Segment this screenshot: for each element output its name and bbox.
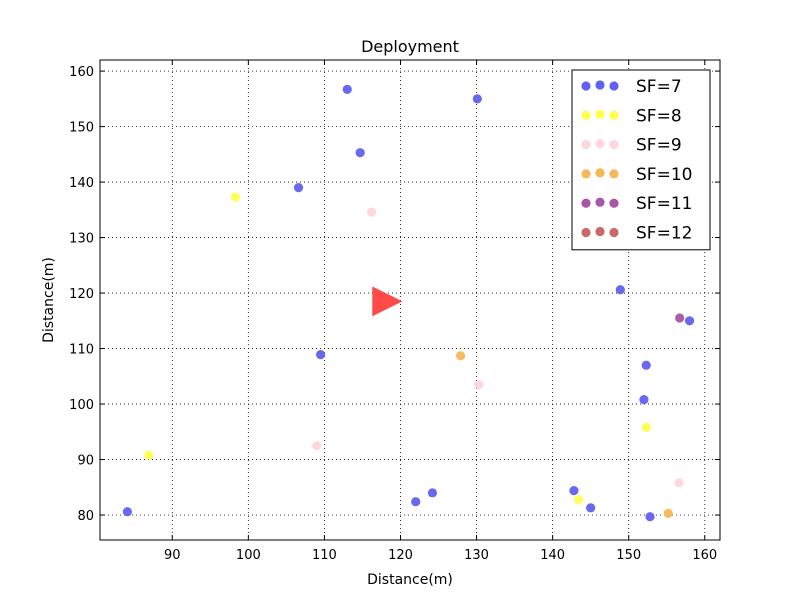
- data-point-sf7: [355, 148, 365, 158]
- data-point-sf7: [342, 84, 352, 95]
- y-axis-label: Distance(m): [41, 257, 57, 343]
- legend-label: SF=10: [636, 165, 692, 185]
- y-tick-label: 110: [69, 343, 94, 358]
- legend-label: SF=7: [636, 77, 682, 97]
- data-point-sf8: [144, 450, 154, 460]
- data-point-sf7: [411, 497, 421, 507]
- data-point-sf10: [455, 351, 466, 361]
- y-tick-label: 80: [77, 509, 94, 524]
- x-tick-label: 120: [388, 548, 413, 563]
- data-point-sf7: [586, 503, 596, 513]
- gateway-triangle-marker: [372, 286, 403, 317]
- legend-marker: [581, 198, 591, 208]
- legend-label: SF=12: [636, 224, 692, 244]
- y-tick-label: 160: [69, 65, 94, 80]
- legend-marker: [609, 227, 619, 238]
- legend-box: [571, 69, 711, 251]
- legend-marker: [581, 140, 591, 150]
- legend-marker: [595, 197, 605, 207]
- data-point-sf7: [639, 395, 649, 405]
- legend-marker: [581, 227, 591, 238]
- data-point-sf7: [569, 486, 579, 496]
- x-tick-label: 140: [540, 548, 565, 563]
- legend-marker: [609, 110, 619, 120]
- data-point-sf7: [684, 316, 695, 326]
- y-tick-label: 140: [69, 176, 94, 191]
- data-point-sf7: [615, 285, 625, 295]
- data-point-sf7: [645, 512, 655, 522]
- x-tick-label: 130: [464, 548, 489, 563]
- gateway-layer: [372, 286, 403, 317]
- x-tick-label: 90: [164, 548, 181, 563]
- legend-marker: [595, 109, 605, 119]
- legend-label: SF=11: [636, 194, 692, 214]
- legend-marker: [595, 168, 605, 178]
- x-tick-label: 110: [312, 548, 337, 563]
- legend-marker: [609, 140, 619, 150]
- legend-label: SF=9: [636, 136, 682, 156]
- legend-marker: [581, 169, 591, 179]
- x-axis-label: Distance(m): [367, 572, 453, 588]
- y-tick-label: 130: [69, 232, 94, 247]
- data-point-sf8: [230, 192, 241, 202]
- data-point-sf11: [675, 313, 685, 323]
- legend-marker: [595, 80, 605, 90]
- legend-marker: [581, 110, 591, 120]
- data-point-sf7: [122, 507, 132, 517]
- x-tick-label: 150: [616, 548, 641, 563]
- axis-ticks: 90 100 110 120 130 140 150 160 80 90 100 110 120 130 1…: [69, 60, 720, 563]
- data-point-sf7: [472, 94, 482, 104]
- legend-marker: [609, 81, 619, 91]
- chart-title: Deployment: [361, 37, 459, 56]
- data-point-sf7: [427, 488, 438, 498]
- legend-marker: [595, 226, 605, 237]
- data-point-sf8: [641, 422, 651, 432]
- legend-label: SF=8: [636, 106, 682, 126]
- data-point-sf7: [641, 360, 651, 370]
- data-point-sf7: [293, 183, 304, 193]
- y-tick-label: 100: [69, 398, 94, 413]
- data-points: [122, 84, 695, 522]
- legend-marker: [581, 81, 591, 91]
- legend-marker: [595, 139, 605, 149]
- legend: SF=7 SF=8 SF=9 SF=10 SF=11 SF=12: [571, 69, 711, 251]
- data-point-sf9: [674, 478, 684, 488]
- data-point-sf9: [312, 441, 322, 451]
- legend-marker: [609, 198, 619, 208]
- data-point-sf10: [663, 508, 673, 518]
- plot-frame: [99, 59, 721, 541]
- data-point-sf7: [316, 350, 326, 360]
- x-tick-label: 100: [236, 548, 261, 563]
- data-point-sf9: [366, 207, 377, 217]
- y-tick-label: 90: [77, 454, 94, 469]
- y-tick-label: 120: [69, 287, 94, 302]
- legend-marker: [609, 169, 619, 179]
- data-point-sf8: [573, 494, 584, 505]
- y-tick-label: 150: [69, 121, 94, 136]
- data-point-sf9: [474, 380, 484, 390]
- x-tick-label: 160: [692, 548, 717, 563]
